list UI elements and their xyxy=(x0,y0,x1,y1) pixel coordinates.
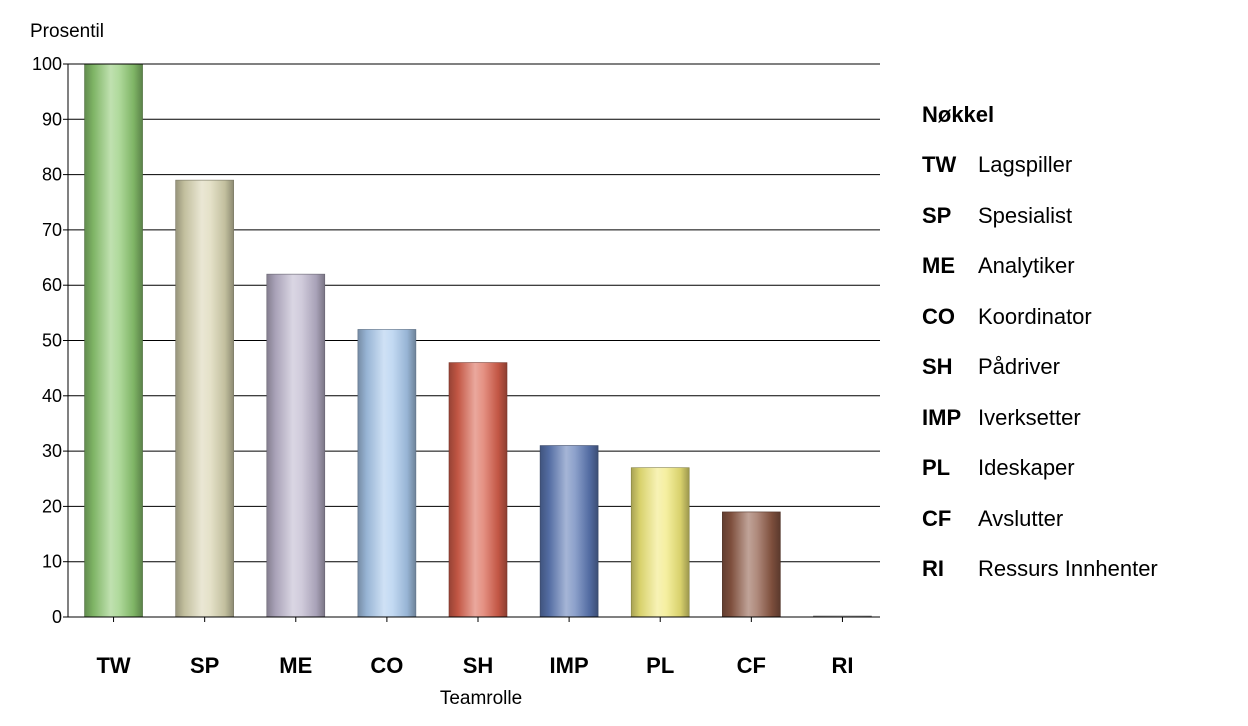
legend-code: ME xyxy=(922,253,955,278)
y-tick-label: 60 xyxy=(42,275,62,295)
y-axis-ticks: 0 10 20 30 40 50 60 70 80 90 100 xyxy=(32,54,68,627)
bar-sp xyxy=(175,179,234,618)
legend-name: Ideskaper xyxy=(978,455,1075,480)
y-tick-label: 40 xyxy=(42,386,62,406)
legend-item: ME Analytiker xyxy=(922,251,1242,302)
x-tick-label: SP xyxy=(190,653,219,678)
bar-cf xyxy=(722,511,781,618)
legend-item: PL Ideskaper xyxy=(922,453,1242,504)
x-tick-label: CO xyxy=(370,653,403,678)
legend-code: SH xyxy=(922,354,953,379)
x-tick-label: PL xyxy=(646,653,674,678)
legend-item: CF Avslutter xyxy=(922,504,1242,555)
y-tick-label: 10 xyxy=(42,552,62,572)
bar-sh xyxy=(448,362,508,618)
x-axis-ticks: TW SP ME CO SH IMP PL CF RI xyxy=(96,617,853,678)
legend-name: Pådriver xyxy=(978,354,1060,379)
legend-list: TW Lagspiller SP Spesialist ME Analytiker CO Ko… xyxy=(922,150,1242,605)
bar-tw xyxy=(84,63,143,618)
legend-code: IMP xyxy=(922,404,962,430)
x-tick-label: ME xyxy=(279,653,312,678)
legend-name: Spesialist xyxy=(978,202,1073,228)
bar-co xyxy=(357,329,417,618)
bar-pl xyxy=(630,467,690,618)
legend-name: Analytiker xyxy=(978,253,1075,278)
legend-code: SP xyxy=(922,202,952,228)
legend-item: SP Spesialist xyxy=(922,201,1242,252)
y-tick-label: 70 xyxy=(42,220,62,240)
legend-item: RI Ressurs Innhenter xyxy=(922,554,1242,605)
legend-name: Iverksetter xyxy=(978,404,1081,430)
legend-item: TW Lagspiller xyxy=(922,150,1242,201)
bar-imp xyxy=(539,445,599,618)
legend: Nøkkel TW Lagspiller SP Spesialist ME Analyti… xyxy=(922,100,1242,605)
x-tick-label: SH xyxy=(463,653,494,678)
legend-name: Lagspiller xyxy=(978,152,1073,177)
y-tick-label: 100 xyxy=(32,54,62,74)
legend-code: CO xyxy=(922,303,955,329)
y-tick-label: 90 xyxy=(42,109,62,129)
y-tick-label: 30 xyxy=(42,441,62,461)
bars xyxy=(84,63,872,618)
y-tick-label: 50 xyxy=(42,331,62,351)
legend-code: RI xyxy=(922,556,944,581)
legend-title: Nøkkel xyxy=(922,102,995,127)
legend-item: IMP Iverksetter xyxy=(922,403,1242,454)
x-tick-label: IMP xyxy=(550,653,589,678)
bar-me xyxy=(266,273,326,618)
legend-code: CF xyxy=(922,505,952,531)
legend-code: PL xyxy=(922,455,951,480)
legend-item: CO Koordinator xyxy=(922,302,1242,353)
x-tick-label: CF xyxy=(737,653,766,678)
x-axis-title: Teamrolle xyxy=(440,688,522,709)
legend-name: Avslutter xyxy=(978,505,1064,531)
y-tick-label: 20 xyxy=(42,496,62,516)
bar-chart: 0 10 20 30 40 50 60 70 80 90 100 TW SP ME CO SH IMP PL CF… xyxy=(30,21,880,709)
y-tick-label: 80 xyxy=(42,165,62,185)
x-tick-label: RI xyxy=(831,653,853,678)
legend-name: Koordinator xyxy=(978,303,1092,329)
legend-name: Ressurs Innhenter xyxy=(978,556,1158,581)
x-tick-label: TW xyxy=(96,653,130,678)
y-tick-label: 0 xyxy=(52,607,62,627)
legend-code: TW xyxy=(922,152,957,177)
legend-item: SH Pådriver xyxy=(922,352,1242,403)
y-axis-title: Prosentil xyxy=(30,21,104,42)
